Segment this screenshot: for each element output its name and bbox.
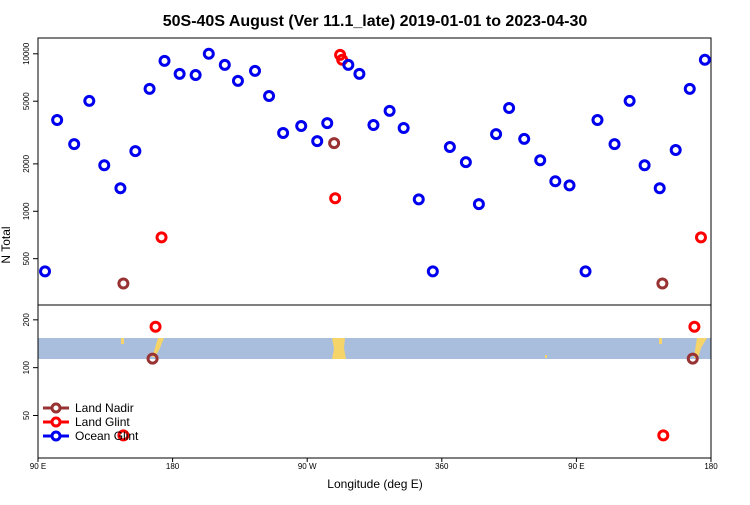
legend-label: Ocean Glint <box>75 429 139 443</box>
x-tick-label: 90 E <box>30 462 46 471</box>
data-point <box>117 429 130 442</box>
y-tick-label: 5000 <box>22 92 31 110</box>
y-tick-label: 2000 <box>22 154 31 172</box>
legend-label: Land Nadir <box>75 401 134 415</box>
data-point <box>114 182 127 195</box>
ocean-band <box>38 338 711 359</box>
data-point <box>189 69 202 82</box>
plot-frame <box>37 37 712 459</box>
data-point <box>149 320 162 333</box>
map-strip <box>38 338 711 359</box>
data-point <box>321 117 334 130</box>
data-point <box>155 231 168 244</box>
y-tick-label: 500 <box>22 251 31 265</box>
data-point <box>656 277 669 290</box>
data-point <box>295 119 308 132</box>
data-point <box>329 192 342 205</box>
data-point <box>277 127 290 140</box>
data-point <box>202 47 215 60</box>
data-point <box>534 154 547 167</box>
data-point <box>443 140 456 153</box>
data-point <box>342 58 355 71</box>
data-point <box>146 352 159 365</box>
x-tick-label: 90 E <box>568 462 584 471</box>
data-point <box>263 89 276 102</box>
legend-marker <box>50 416 62 428</box>
y-axis-label: N Total <box>0 226 13 263</box>
data-point <box>117 277 130 290</box>
data-point <box>83 94 96 107</box>
data-point <box>328 137 341 150</box>
data-point <box>472 198 485 211</box>
data-point <box>698 53 711 66</box>
data-point <box>490 128 503 141</box>
data-point <box>383 104 396 117</box>
data-point <box>623 94 636 107</box>
data-point <box>426 265 439 278</box>
data-point <box>129 145 142 158</box>
x-tick-label: 90 W <box>298 462 317 471</box>
x-tick-label: 180 <box>166 462 180 471</box>
data-point <box>173 67 186 80</box>
data-point <box>669 143 682 156</box>
data-point <box>98 159 111 172</box>
data-point <box>657 429 670 442</box>
y-tick-label: 10000 <box>22 42 31 65</box>
data-point <box>591 113 604 126</box>
data-point <box>683 82 696 95</box>
legend-label: Land Glint <box>75 415 130 429</box>
legend-marker <box>50 430 62 442</box>
data-point <box>397 121 410 134</box>
data-point <box>249 64 262 77</box>
data-point <box>39 265 52 278</box>
y-tick-label: 50 <box>22 410 31 419</box>
data-point <box>218 58 231 71</box>
data-point <box>353 67 366 80</box>
data-point <box>367 119 380 132</box>
data-point <box>68 138 81 151</box>
data-point <box>579 265 592 278</box>
x-tick-label: 180 <box>704 462 718 471</box>
data-point <box>653 182 666 195</box>
data-point <box>694 231 707 244</box>
data-point <box>459 156 472 169</box>
data-point <box>503 101 516 114</box>
legend-marker <box>50 402 62 414</box>
data-point <box>51 113 64 126</box>
data-point <box>608 138 621 151</box>
x-tick-label: 360 <box>435 462 449 471</box>
x-axis-label: Longitude (deg E) <box>327 477 422 491</box>
chart-title: 50S-40S August (Ver 11.1_late) 2019-01-0… <box>163 13 588 30</box>
data-point <box>518 132 531 145</box>
data-point <box>412 193 425 206</box>
data-point <box>158 54 171 67</box>
data-point <box>563 179 576 192</box>
y-tick-label: 1000 <box>22 202 31 220</box>
data-point <box>686 352 699 365</box>
data-point <box>638 159 651 172</box>
data-point <box>143 82 156 95</box>
y-tick-label: 200 <box>22 313 31 327</box>
y-tick-label: 100 <box>22 360 31 374</box>
data-point <box>549 175 562 188</box>
data-point <box>231 74 244 87</box>
data-point <box>688 320 701 333</box>
data-point <box>311 135 324 148</box>
